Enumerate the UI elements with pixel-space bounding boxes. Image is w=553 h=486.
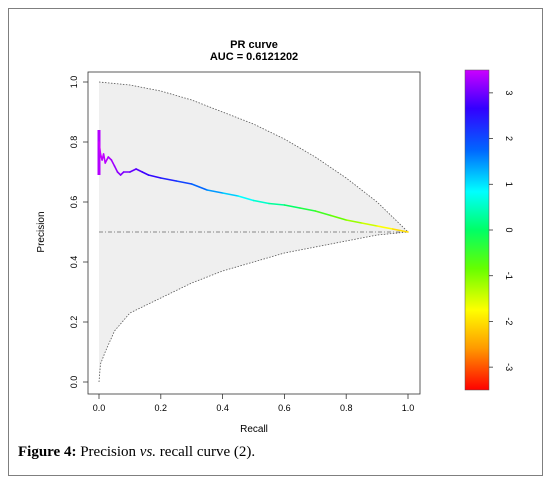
curve-segment [376,225,394,230]
curve-segment [345,219,363,224]
curve-segment [141,171,150,176]
x-tick-label: 1.0 [402,403,415,413]
plot-box [87,71,421,395]
curve-segment [102,153,106,164]
colorbar-tick-label: 2 [504,136,514,141]
y-tick-label: 0.0 [69,376,79,389]
colorbar-tick-label: -3 [504,363,514,371]
figure-caption: Figure 4: Precision vs. recall curve (2)… [18,444,538,472]
x-tick-label: 0.0 [93,403,106,413]
curve-segment [360,222,378,227]
min-curve-line [98,231,409,383]
curve-segment [299,207,317,212]
y-tick-label: 1.0 [69,76,79,89]
colorbar-tick-label: -1 [504,272,514,280]
curve-segment [283,204,301,209]
y-axis-label: Precision [36,211,47,252]
colorbar-ticks: 3 2 1 0 -1 -2 -3 [489,90,514,371]
x-axis-ticks: 0.0 0.2 0.4 0.6 0.8 1.0 [93,394,415,413]
x-tick-label: 0.8 [340,403,353,413]
curve-segment [160,177,178,182]
curve-segment [206,189,224,194]
caption-label: Figure 4: [18,444,77,460]
curve-segment [110,159,116,167]
x-tick-label: 0.4 [216,403,229,413]
y-tick-label: 0.4 [69,256,79,269]
caption-text-post: recall curve (2). [156,444,256,460]
colorbar [464,69,490,391]
curve-segment [190,183,208,191]
y-tick-label: 0.8 [69,136,79,149]
curve-segment [135,168,144,173]
caption-vs: vs. [139,444,157,460]
curve-segment [175,180,193,185]
curve-segment [221,192,239,197]
x-tick-label: 0.6 [278,403,291,413]
x-tick-label: 0.2 [155,403,168,413]
chart-subtitle: AUC = 0.6121202 [210,51,298,63]
pr-curve-series [97,130,409,233]
curve-segment [237,195,255,202]
curve-segment [329,214,348,221]
curve-segment [268,202,286,206]
curve-segment [98,141,102,155]
curve-segment [314,210,332,217]
colorbar-tick-label: 0 [504,227,514,232]
colorbar-tick-label: 1 [504,182,514,187]
curve-segment [147,174,162,179]
y-tick-label: 0.2 [69,316,79,329]
x-axis-label: Recall [240,424,268,435]
colorbar-tick-label: -2 [504,317,514,325]
curve-segment [391,228,409,233]
curve-segment [113,165,119,173]
max-curve-line [98,81,409,233]
chart-title: PR curve [230,39,278,51]
curve-segment [104,156,110,164]
caption-text-pre: Precision [76,444,140,460]
curve-segment [252,199,270,205]
y-tick-label: 0.6 [69,196,79,209]
y-axis-ticks: 0.0 0.2 0.4 0.6 0.8 1.0 [69,76,88,389]
colorbar-tick-label: 3 [504,90,514,95]
curve-segment [129,168,137,173]
